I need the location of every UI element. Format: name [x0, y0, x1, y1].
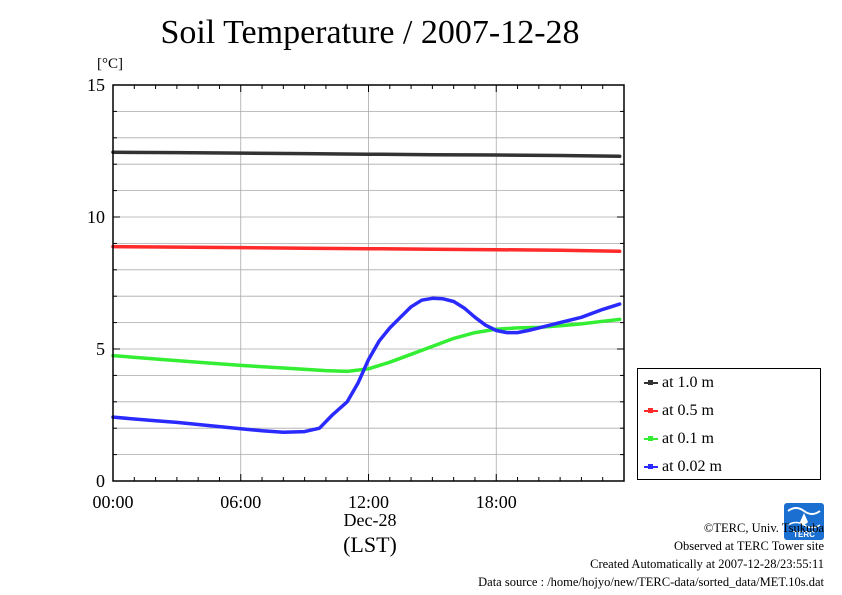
legend-item-0-1m: at 0.1 m [644, 429, 714, 449]
x-tick-label: 00:00 [92, 492, 133, 512]
legend-item-1m: at 1.0 m [644, 373, 714, 393]
logo-text: TERC [793, 530, 815, 539]
legend-item-0-5m: at 0.5 m [644, 401, 714, 421]
legend: at 1.0 m at 0.5 m at 0.1 m at 0.02 m [637, 368, 821, 480]
legend-label: at 0.1 m [662, 430, 714, 447]
terc-logo-icon: TERC [784, 503, 824, 540]
series-line-1 [111, 150, 622, 159]
legend-label: at 1.0 m [662, 374, 714, 391]
y-tick-label: 15 [87, 75, 105, 95]
x-axis-date-label: Dec-28 [343, 510, 397, 530]
x-tick-label: 06:00 [220, 492, 261, 512]
footer-copyright: ©TERC, Univ. Tsukuba [703, 521, 824, 535]
y-tick-label: 0 [96, 471, 105, 491]
legend-label: at 0.02 m [662, 458, 722, 475]
chart-title: Soil Temperature / 2007-12-28 [160, 14, 580, 51]
legend-swatch-icon [644, 408, 658, 413]
legend-item-0-02m: at 0.02 m [644, 457, 722, 477]
footer-observed: Observed at TERC Tower site [673, 539, 824, 553]
y-tick-label: 10 [87, 207, 105, 227]
series-line-3 [111, 317, 622, 374]
x-tick-label: 12:00 [348, 492, 389, 512]
legend-swatch-icon [644, 464, 658, 469]
legend-swatch-icon [644, 380, 658, 385]
series-line-4 [111, 296, 622, 434]
x-tick-label: 18:00 [476, 492, 517, 512]
x-axis-timezone-label: (LST) [343, 532, 397, 557]
grid [113, 85, 624, 481]
y-axis-unit: [°C] [97, 56, 123, 72]
series-layer [111, 150, 622, 434]
footer-created: Created Automatically at 2007-12-28/23:5… [590, 557, 824, 571]
y-tick-label: 5 [96, 339, 105, 359]
series-line-2 [111, 244, 622, 254]
footer-data-source: Data source : /home/hojyo/new/TERC-data/… [478, 575, 824, 589]
legend-swatch-icon [644, 436, 658, 441]
legend-label: at 0.5 m [662, 402, 714, 419]
ticks: 0 5 10 15 00:00 06:00 12:00 18:00 [87, 75, 625, 512]
